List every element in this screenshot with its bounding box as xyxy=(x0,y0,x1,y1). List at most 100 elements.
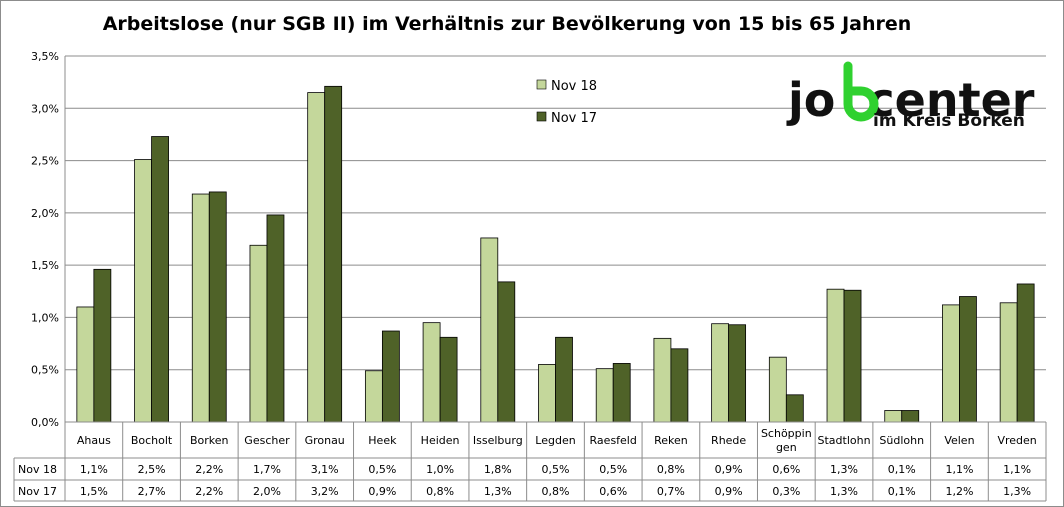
y-tick-label: 2,0% xyxy=(31,207,59,220)
bar-nov17 xyxy=(785,394,804,423)
bars xyxy=(76,85,1035,423)
table-cell: 0,9% xyxy=(715,485,743,498)
bar-nov17 xyxy=(497,281,516,423)
logo-b-glyph xyxy=(843,61,879,122)
bar-nov18 xyxy=(711,323,730,423)
bar-nov17 xyxy=(843,289,862,423)
bar-nov18 xyxy=(480,237,499,423)
table-cell: 1,1% xyxy=(1003,463,1031,476)
bar-nov17 xyxy=(439,336,458,423)
y-tick-label: 0,5% xyxy=(31,364,59,377)
chart-title: Arbeitslose (nur SGB II) im Verhältnis z… xyxy=(102,13,912,35)
bar-nov18 xyxy=(653,337,672,423)
jobcenter-logo: jo center im Kreis Borken xyxy=(786,61,1035,131)
table-cell: 0,5% xyxy=(368,463,396,476)
table-cell: 1,5% xyxy=(80,485,108,498)
category-label: Legden xyxy=(535,434,575,447)
table-cell: 0,9% xyxy=(715,463,743,476)
table-cell: 1,7% xyxy=(253,463,281,476)
bar-nov17 xyxy=(670,348,689,423)
bar-nov18 xyxy=(884,410,903,423)
logo-subline: im Kreis Borken xyxy=(873,111,1025,131)
category-label: Stadtlohn xyxy=(817,434,870,447)
bar-nov17 xyxy=(612,363,631,423)
category-label: Borken xyxy=(190,434,229,447)
bar-nov17 xyxy=(901,410,920,423)
category-label: Gronau xyxy=(305,434,345,447)
table-cell: 0,8% xyxy=(426,485,454,498)
y-tick-label: 3,5% xyxy=(31,50,59,63)
bar-nov18 xyxy=(307,92,326,423)
table-cell: 0,1% xyxy=(888,485,916,498)
table-cell: 1,8% xyxy=(484,463,512,476)
table-cell: 3,1% xyxy=(311,463,339,476)
legend-label: Nov 18 xyxy=(551,79,597,94)
bar-nov17 xyxy=(555,336,573,423)
bar-nov18 xyxy=(999,302,1018,423)
table-cell: 0,8% xyxy=(657,463,685,476)
table-cell: 1,2% xyxy=(945,485,973,498)
bar-nov18 xyxy=(595,368,614,423)
data-table: Ahaus Bocholt Borken Gescher Gronau Heek Heide… xyxy=(13,421,1047,502)
table-cell: 1,3% xyxy=(830,463,858,476)
category-label: Ahaus xyxy=(77,434,111,447)
y-tick-label: 1,0% xyxy=(31,311,59,324)
table-cell: 2,2% xyxy=(195,485,223,498)
table-cell: 1,3% xyxy=(830,485,858,498)
table-cell: 0,7% xyxy=(657,485,685,498)
bar-nov17 xyxy=(381,330,400,423)
legend-label: Nov 17 xyxy=(551,111,597,126)
bar-nov18 xyxy=(768,356,787,423)
table-cell: 2,5% xyxy=(138,463,166,476)
bar-nov18 xyxy=(422,322,441,423)
y-tick-label: 3,0% xyxy=(31,102,59,115)
table-cell: 1,0% xyxy=(426,463,454,476)
category-label: Rhede xyxy=(711,434,746,447)
logo-word-right: center xyxy=(867,73,1034,127)
gridlines xyxy=(64,55,1046,501)
bar-nov18 xyxy=(134,159,152,423)
category-label: Schöppin gen xyxy=(761,427,812,454)
bar-nov17 xyxy=(93,268,112,423)
table-cell: 1,1% xyxy=(945,463,973,476)
bar-nov18 xyxy=(826,288,845,423)
table-cell: 1,1% xyxy=(80,463,108,476)
category-label: Südlohn xyxy=(879,434,924,447)
logo-wordmark: jo center xyxy=(786,73,1035,127)
bar-nov17 xyxy=(266,214,285,423)
legend: Nov 18 Nov 17 xyxy=(536,79,597,126)
bar-nov17 xyxy=(959,296,977,423)
table-cell: 2,0% xyxy=(253,485,281,498)
category-label: Raesfeld xyxy=(590,434,637,447)
table-cell: 0,1% xyxy=(888,463,916,476)
bar-nov18 xyxy=(191,193,210,423)
legend-swatch xyxy=(536,111,547,122)
category-label: Reken xyxy=(654,434,688,447)
bar-nov18 xyxy=(942,304,960,423)
table-cell: 2,2% xyxy=(195,463,223,476)
bar-nov18 xyxy=(538,364,556,423)
table-cell: 0,6% xyxy=(599,485,627,498)
bar-nov17 xyxy=(208,191,227,423)
bar-nov17 xyxy=(728,324,747,423)
table-cell: 0,3% xyxy=(772,485,800,498)
category-label: Velen xyxy=(944,434,974,447)
table-cell: 0,9% xyxy=(368,485,396,498)
table-cell: 0,5% xyxy=(599,463,627,476)
category-label: Heek xyxy=(368,434,397,447)
y-tick-label: 1,5% xyxy=(31,259,59,272)
table-cell: 3,2% xyxy=(311,485,339,498)
y-tick-label: 0,0% xyxy=(31,416,59,429)
table-cell: 0,5% xyxy=(542,463,570,476)
y-axis-ticks: 0,0% 0,5% 1,0% 1,5% 2,0% 2,5% 3,0% 3,5% xyxy=(31,50,59,429)
category-label: Bocholt xyxy=(131,434,173,447)
category-label: Isselburg xyxy=(473,434,523,447)
table-row-header: Nov 17 xyxy=(18,485,57,498)
category-label: Heiden xyxy=(421,434,460,447)
table-cell: 0,6% xyxy=(772,463,800,476)
table-cell: 1,3% xyxy=(484,485,512,498)
category-label: Gescher xyxy=(244,434,290,447)
bar-nov18 xyxy=(76,306,95,423)
logo-word-left: jo xyxy=(786,73,835,127)
